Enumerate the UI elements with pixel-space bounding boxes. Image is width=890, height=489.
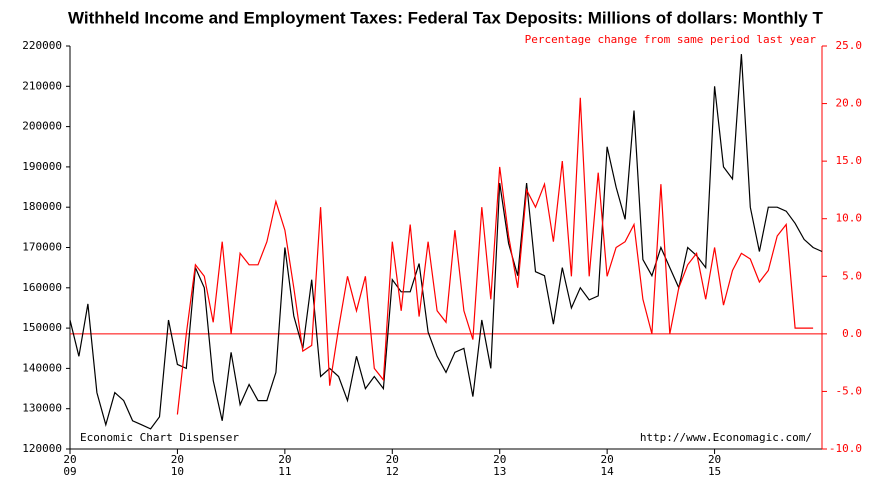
y2-tick-label: -5.0: [836, 384, 863, 397]
x-tick-label: 12: [386, 465, 399, 478]
x-tick-label: 20: [493, 453, 506, 466]
x-tick-label: 13: [493, 465, 506, 478]
series-line: [176, 97, 814, 415]
y2-tick-label: 5.0: [842, 269, 862, 282]
y2-tick-label: 15.0: [836, 154, 863, 167]
x-tick-label: 09: [63, 465, 76, 478]
y2-tick-label: -10.0: [829, 442, 862, 455]
x-tick-label: 14: [601, 465, 615, 478]
y2-tick-label: 20.0: [836, 97, 863, 110]
chart-title: Withheld Income and Employment Taxes: Fe…: [68, 8, 823, 27]
x-tick-label: 20: [386, 453, 399, 466]
y-tick-label: 200000: [22, 120, 62, 133]
y2-tick-label: 25.0: [836, 39, 863, 52]
y-tick-label: 120000: [22, 442, 62, 455]
x-tick-label: 20: [708, 453, 721, 466]
y2-tick-label: 0.0: [842, 327, 862, 340]
y-tick-label: 130000: [22, 402, 62, 415]
x-tick-label: 20: [601, 453, 614, 466]
x-tick-label: 20: [63, 453, 76, 466]
x-tick-label: 11: [278, 465, 291, 478]
y-tick-label: 150000: [22, 321, 62, 334]
annotation: http://www.Economagic.com/: [640, 431, 812, 444]
annotation: Economic Chart Dispenser: [80, 431, 239, 444]
y-tick-label: 170000: [22, 241, 62, 254]
x-tick-label: 20: [171, 453, 184, 466]
x-tick-label: 15: [708, 465, 721, 478]
x-tick-label: 10: [171, 465, 184, 478]
series-line: [69, 54, 823, 430]
x-tick-label: 20: [278, 453, 291, 466]
y-tick-label: 190000: [22, 160, 62, 173]
y-tick-label: 210000: [22, 79, 62, 92]
chart-subtitle: Percentage change from same period last …: [525, 33, 817, 46]
y-tick-label: 180000: [22, 200, 62, 213]
y-tick-label: 140000: [22, 361, 62, 374]
y-tick-label: 160000: [22, 281, 62, 294]
y2-tick-label: 10.0: [836, 212, 863, 225]
y-tick-label: 220000: [22, 39, 62, 52]
